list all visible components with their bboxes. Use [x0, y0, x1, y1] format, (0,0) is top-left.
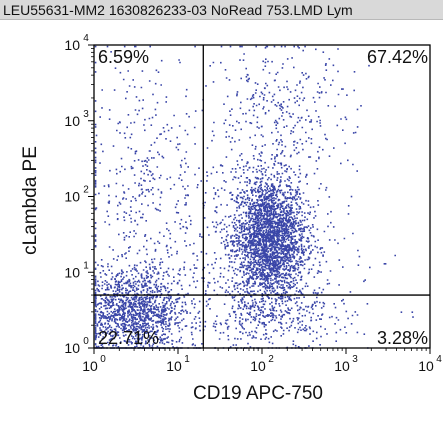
quadrant-labels: 6.59% 67.42% 22.71% 3.28% — [98, 47, 428, 348]
event-cluster — [94, 236, 244, 349]
x-tick-label: 10 — [166, 358, 182, 374]
x-tick-label: 10 — [82, 358, 98, 374]
flow-cytometry-plot: 10 0 10 1 10 2 10 3 10 410 010 110 210 310 4 6.59% 67.4… — [20, 33, 442, 404]
x-tick-exponent: 4 — [436, 354, 442, 365]
y-tick-label: 10 — [64, 189, 80, 205]
y-tick-exponent: 2 — [83, 185, 89, 196]
x-axis-label: CD19 APC-750 — [193, 383, 323, 404]
y-tick-exponent: 3 — [83, 109, 89, 120]
chart-area: 10 0 10 1 10 2 10 3 10 4 10 0 10 1 10 2 10 3 10 4 6.59% 67.4… — [0, 20, 443, 423]
quadrant-gate — [94, 45, 430, 348]
event-cluster — [199, 124, 332, 349]
x-tick-label: 10 — [418, 358, 434, 374]
y-tick-exponent: 0 — [83, 336, 89, 347]
quadrant-percent-bottom-right: 3.28% — [377, 328, 428, 348]
y-tick-label: 10 — [64, 340, 80, 356]
quadrant-percent-bottom-left: 22.71% — [98, 328, 159, 348]
x-tick-exponent: 0 — [100, 354, 106, 365]
y-tick-exponent: 1 — [83, 260, 89, 271]
y-axis-label: cLambda PE — [20, 146, 41, 255]
x-tick-exponent: 3 — [352, 354, 358, 365]
event-cluster — [180, 45, 370, 261]
y-tick-label: 10 — [64, 264, 80, 280]
y-tick-label: 10 — [64, 37, 80, 53]
quadrant-percent-top-right: 67.42% — [367, 47, 428, 67]
x-tick-exponent: 2 — [268, 354, 274, 365]
window-title: LEU55631-MM2 1630826233-03 NoRead 753.LM… — [3, 2, 353, 18]
quadrant-percent-top-left: 6.59% — [98, 47, 149, 67]
y-tick-exponent: 4 — [83, 33, 89, 44]
window-titlebar: LEU55631-MM2 1630826233-03 NoRead 753.LM… — [0, 0, 443, 20]
x-tick-label: 10 — [250, 358, 266, 374]
axes: 10 0 10 1 10 2 10 3 10 410 010 110 210 310 4 — [64, 33, 442, 374]
x-tick-label: 10 — [334, 358, 350, 374]
x-tick-exponent: 1 — [184, 354, 190, 365]
event-cluster — [164, 255, 414, 349]
y-tick-label: 10 — [64, 113, 80, 129]
event-dots — [94, 45, 414, 349]
